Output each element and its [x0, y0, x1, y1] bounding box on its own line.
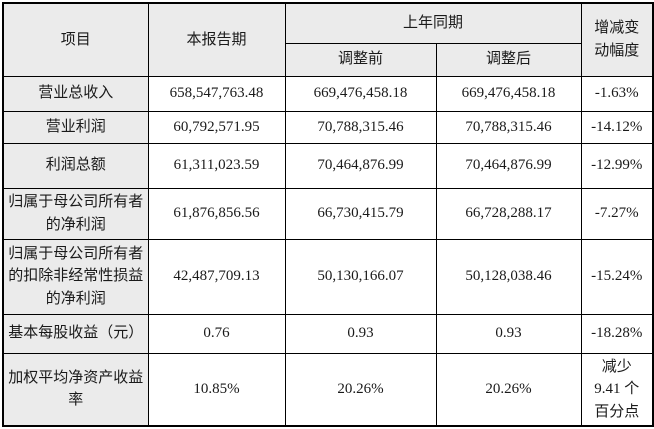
cell-change: -7.27% — [580, 187, 654, 240]
cell-change: 减少 9.41 个 百分点 — [580, 352, 654, 427]
header-after-adjustment: 调整后 — [435, 42, 582, 77]
row-label: 营业总收入 — [2, 75, 149, 112]
header-row-sub: 调整前 调整后 — [3, 42, 653, 77]
table-row: 归属于母公司所有者的扣除非经常性损益的净利润 42,487,709.13 50,… — [2, 238, 654, 315]
row-label: 营业利润 — [2, 110, 149, 144]
cell-before: 50,130,166.07 — [284, 238, 437, 315]
cell-change: -12.99% — [580, 142, 654, 189]
row-label: 加权平均净资产收益率 — [2, 352, 149, 427]
header-row-top: 项目 本报告期 上年同期 增减变 动幅度 — [2, 2, 654, 77]
table-row: 基本每股收益（元） 0.76 0.93 0.93 -18.28% — [2, 313, 654, 354]
cell-current: 0.76 — [147, 313, 286, 354]
cell-current: 60,792,571.95 — [147, 110, 286, 144]
cell-before: 70,788,315.46 — [284, 110, 437, 144]
header-change-range: 增减变 动幅度 — [580, 2, 654, 77]
table-row: 归属于母公司所有者的净利润 61,876,856.56 66,730,415.7… — [2, 187, 654, 240]
cell-before: 66,730,415.79 — [284, 187, 437, 240]
cell-after: 70,464,876.99 — [435, 142, 582, 189]
table-row: 加权平均净资产收益率 10.85% 20.26% 20.26% 减少 9.41 … — [2, 352, 654, 427]
row-label: 利润总额 — [2, 142, 149, 189]
cell-before: 669,476,458.18 — [284, 75, 437, 112]
row-label: 归属于母公司所有者的净利润 — [2, 187, 149, 240]
cell-after: 20.26% — [435, 352, 582, 427]
cell-current: 61,876,856.56 — [147, 187, 286, 240]
cell-before: 0.93 — [284, 313, 437, 354]
header-before-adjustment: 调整前 — [284, 42, 437, 77]
cell-current: 42,487,709.13 — [147, 238, 286, 315]
table-header: 项目 本报告期 上年同期 增减变 动幅度 调整前 调整后 — [2, 2, 654, 77]
cell-before: 20.26% — [284, 352, 437, 427]
cell-before: 70,464,876.99 — [284, 142, 437, 189]
cell-after: 70,788,315.46 — [435, 110, 582, 144]
cell-after: 669,476,458.18 — [435, 75, 582, 112]
cell-change: -14.12% — [580, 110, 654, 144]
cell-change: -1.63% — [580, 75, 654, 112]
cell-current: 61,311,023.59 — [147, 142, 286, 189]
table-body: 营业总收入 658,547,763.48 669,476,458.18 669,… — [2, 75, 654, 427]
table-row: 营业利润 60,792,571.95 70,788,315.46 70,788,… — [2, 110, 654, 144]
cell-current: 658,547,763.48 — [147, 75, 286, 112]
cell-current: 10.85% — [147, 352, 286, 427]
cell-after: 66,728,288.17 — [435, 187, 582, 240]
table-row: 利润总额 61,311,023.59 70,464,876.99 70,464,… — [2, 142, 654, 189]
cell-change: -15.24% — [580, 238, 654, 315]
table-row: 营业总收入 658,547,763.48 669,476,458.18 669,… — [2, 75, 654, 112]
row-label: 归属于母公司所有者的扣除非经常性损益的净利润 — [2, 238, 149, 315]
header-current-period: 本报告期 — [147, 2, 286, 77]
row-label: 基本每股收益（元） — [2, 313, 149, 354]
cell-after: 0.93 — [435, 313, 582, 354]
header-prior-period-group: 上年同期 — [284, 2, 582, 44]
cell-after: 50,128,038.46 — [435, 238, 582, 315]
header-item: 项目 — [2, 2, 149, 77]
cell-change: -18.28% — [580, 313, 654, 354]
